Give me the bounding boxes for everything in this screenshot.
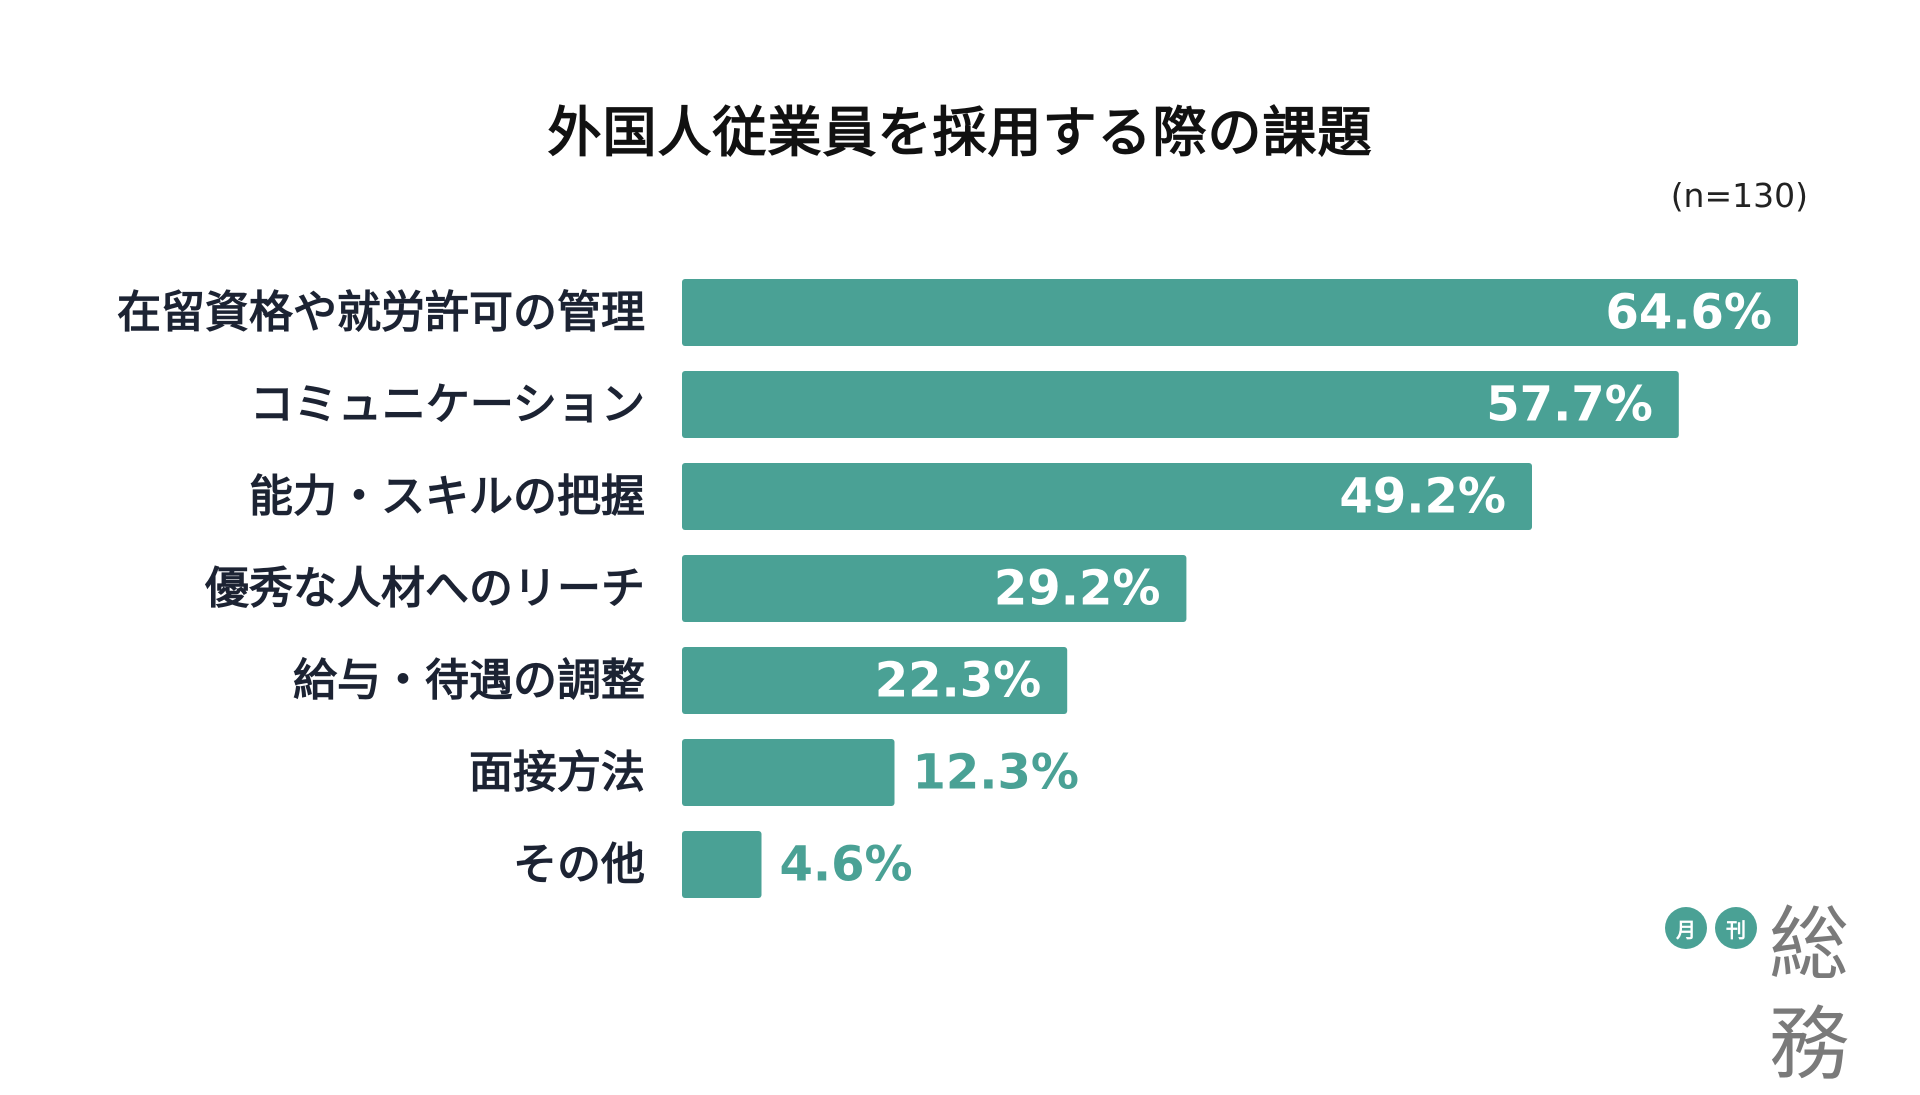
value-label-2: 57.7% [1486, 377, 1653, 433]
bar-7 [682, 831, 762, 898]
value-label-6: 12.3% [912, 745, 1079, 801]
category-label-1: 在留資格や就労許可の管理 [117, 287, 645, 338]
bar-2 [682, 371, 1679, 438]
bar-3 [682, 463, 1532, 530]
value-label-5: 22.3% [875, 653, 1042, 709]
bar-5 [682, 647, 1068, 714]
gekkan-soumu-logo: 月 刊 総務 [1665, 895, 1915, 1091]
category-label-3: 能力・スキルの把握 [249, 471, 645, 522]
sample-size-note: (n=130) [1670, 176, 1808, 215]
logo-badge-publication: 刊 [1715, 907, 1757, 949]
logo-wordmark: 総務 [1769, 898, 1849, 1091]
bar-6 [682, 739, 895, 806]
category-label-7: その他 [513, 839, 645, 890]
category-label-4: 優秀な人材へのリーチ [204, 563, 645, 614]
logo-badge-month: 月 [1665, 907, 1707, 949]
value-label-3: 49.2% [1339, 469, 1506, 525]
category-label-6: 面接方法 [469, 747, 645, 798]
bar-1 [682, 279, 1798, 346]
value-label-1: 64.6% [1605, 285, 1772, 341]
value-label-7: 4.6% [779, 837, 912, 893]
value-label-4: 29.2% [994, 561, 1161, 617]
bar-chart: 在留資格や就労許可の管理 64.6% コミュニケーション 57.7% 能力・スキルの把握… [117, 279, 1798, 898]
category-label-5: 給与・待遇の調整 [293, 655, 645, 706]
category-label-2: コミュニケーション [250, 379, 645, 430]
bar-4 [682, 555, 1187, 622]
chart-title: 外国人従業員を採用する際の課題 [547, 101, 1373, 164]
